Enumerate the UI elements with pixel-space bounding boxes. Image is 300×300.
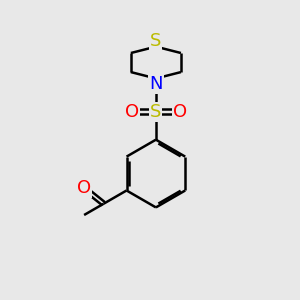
Text: S: S (150, 103, 162, 121)
Text: N: N (149, 75, 163, 93)
Text: S: S (150, 32, 162, 50)
Text: O: O (125, 103, 139, 121)
Text: O: O (77, 179, 92, 197)
Text: O: O (173, 103, 187, 121)
